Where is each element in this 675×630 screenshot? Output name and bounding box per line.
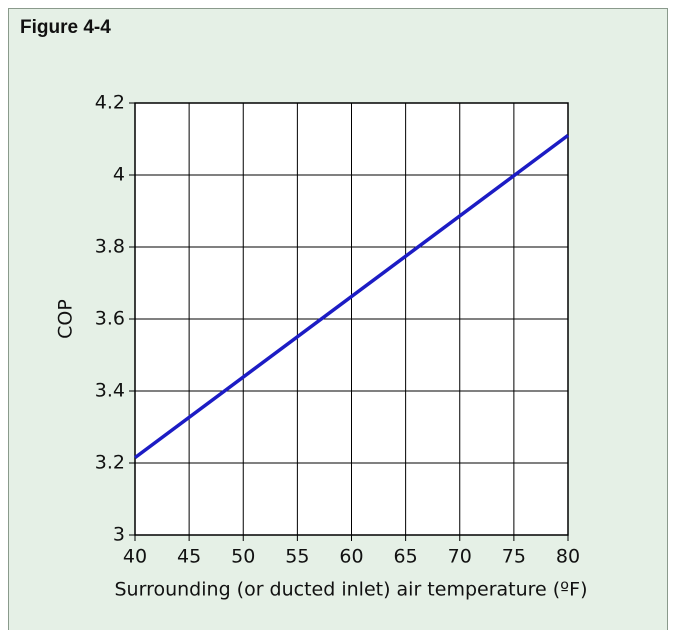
y-tick-label: 3.8 [95,236,125,258]
x-tick-label: 60 [339,546,363,568]
x-tick-label: 50 [231,546,255,568]
plot-border [134,102,569,536]
data-line [133,133,570,460]
chart-title: Figure 4-4 [20,17,111,38]
x-tick-label: 45 [177,546,201,568]
y-tick-label: 3.4 [95,380,125,402]
x-tick-label: 80 [556,546,580,568]
x-tick-label: 55 [285,546,309,568]
x-tick-label: 40 [123,546,147,568]
y-tick-label: 3 [113,524,125,546]
x-tick-label: 65 [394,546,418,568]
x-axis-label: Surrounding (or ducted inlet) air temper… [115,579,588,601]
x-tick-label: 70 [448,546,472,568]
y-tick-label: 4.2 [95,92,125,114]
y-tick-label: 3.2 [95,452,125,474]
x-tick-label: 75 [502,546,526,568]
y-tick-label: 3.6 [95,308,125,330]
y-tick-label: 4 [113,164,125,186]
y-axis-label: COP [55,299,77,339]
